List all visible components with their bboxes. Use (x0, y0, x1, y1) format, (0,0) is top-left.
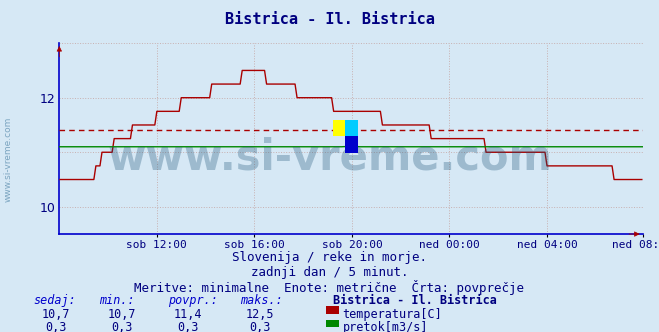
Text: 11,4: 11,4 (173, 308, 202, 321)
Text: Bistrica - Il. Bistrica: Bistrica - Il. Bistrica (225, 12, 434, 27)
Text: 0,3: 0,3 (250, 321, 271, 332)
Text: 0,3: 0,3 (177, 321, 198, 332)
Text: 12,5: 12,5 (246, 308, 275, 321)
Text: Bistrica - Il. Bistrica: Bistrica - Il. Bistrica (333, 294, 497, 307)
Text: 10,7: 10,7 (107, 308, 136, 321)
Text: min.:: min.: (99, 294, 134, 307)
Text: Meritve: minimalne  Enote: metrične  Črta: povprečje: Meritve: minimalne Enote: metrične Črta:… (134, 280, 525, 294)
Text: www.si-vreme.com: www.si-vreme.com (4, 117, 13, 202)
Text: Slovenija / reke in morje.: Slovenija / reke in morje. (232, 251, 427, 264)
Text: 0,3: 0,3 (111, 321, 132, 332)
Text: povpr.:: povpr.: (168, 294, 218, 307)
Text: 10,7: 10,7 (42, 308, 71, 321)
Text: maks.:: maks.: (241, 294, 283, 307)
Text: 0,3: 0,3 (45, 321, 67, 332)
Text: www.si-vreme.com: www.si-vreme.com (107, 137, 552, 179)
Text: zadnji dan / 5 minut.: zadnji dan / 5 minut. (251, 266, 408, 279)
Text: sedaj:: sedaj: (33, 294, 76, 307)
Text: temperatura[C]: temperatura[C] (343, 308, 442, 321)
Text: pretok[m3/s]: pretok[m3/s] (343, 321, 428, 332)
